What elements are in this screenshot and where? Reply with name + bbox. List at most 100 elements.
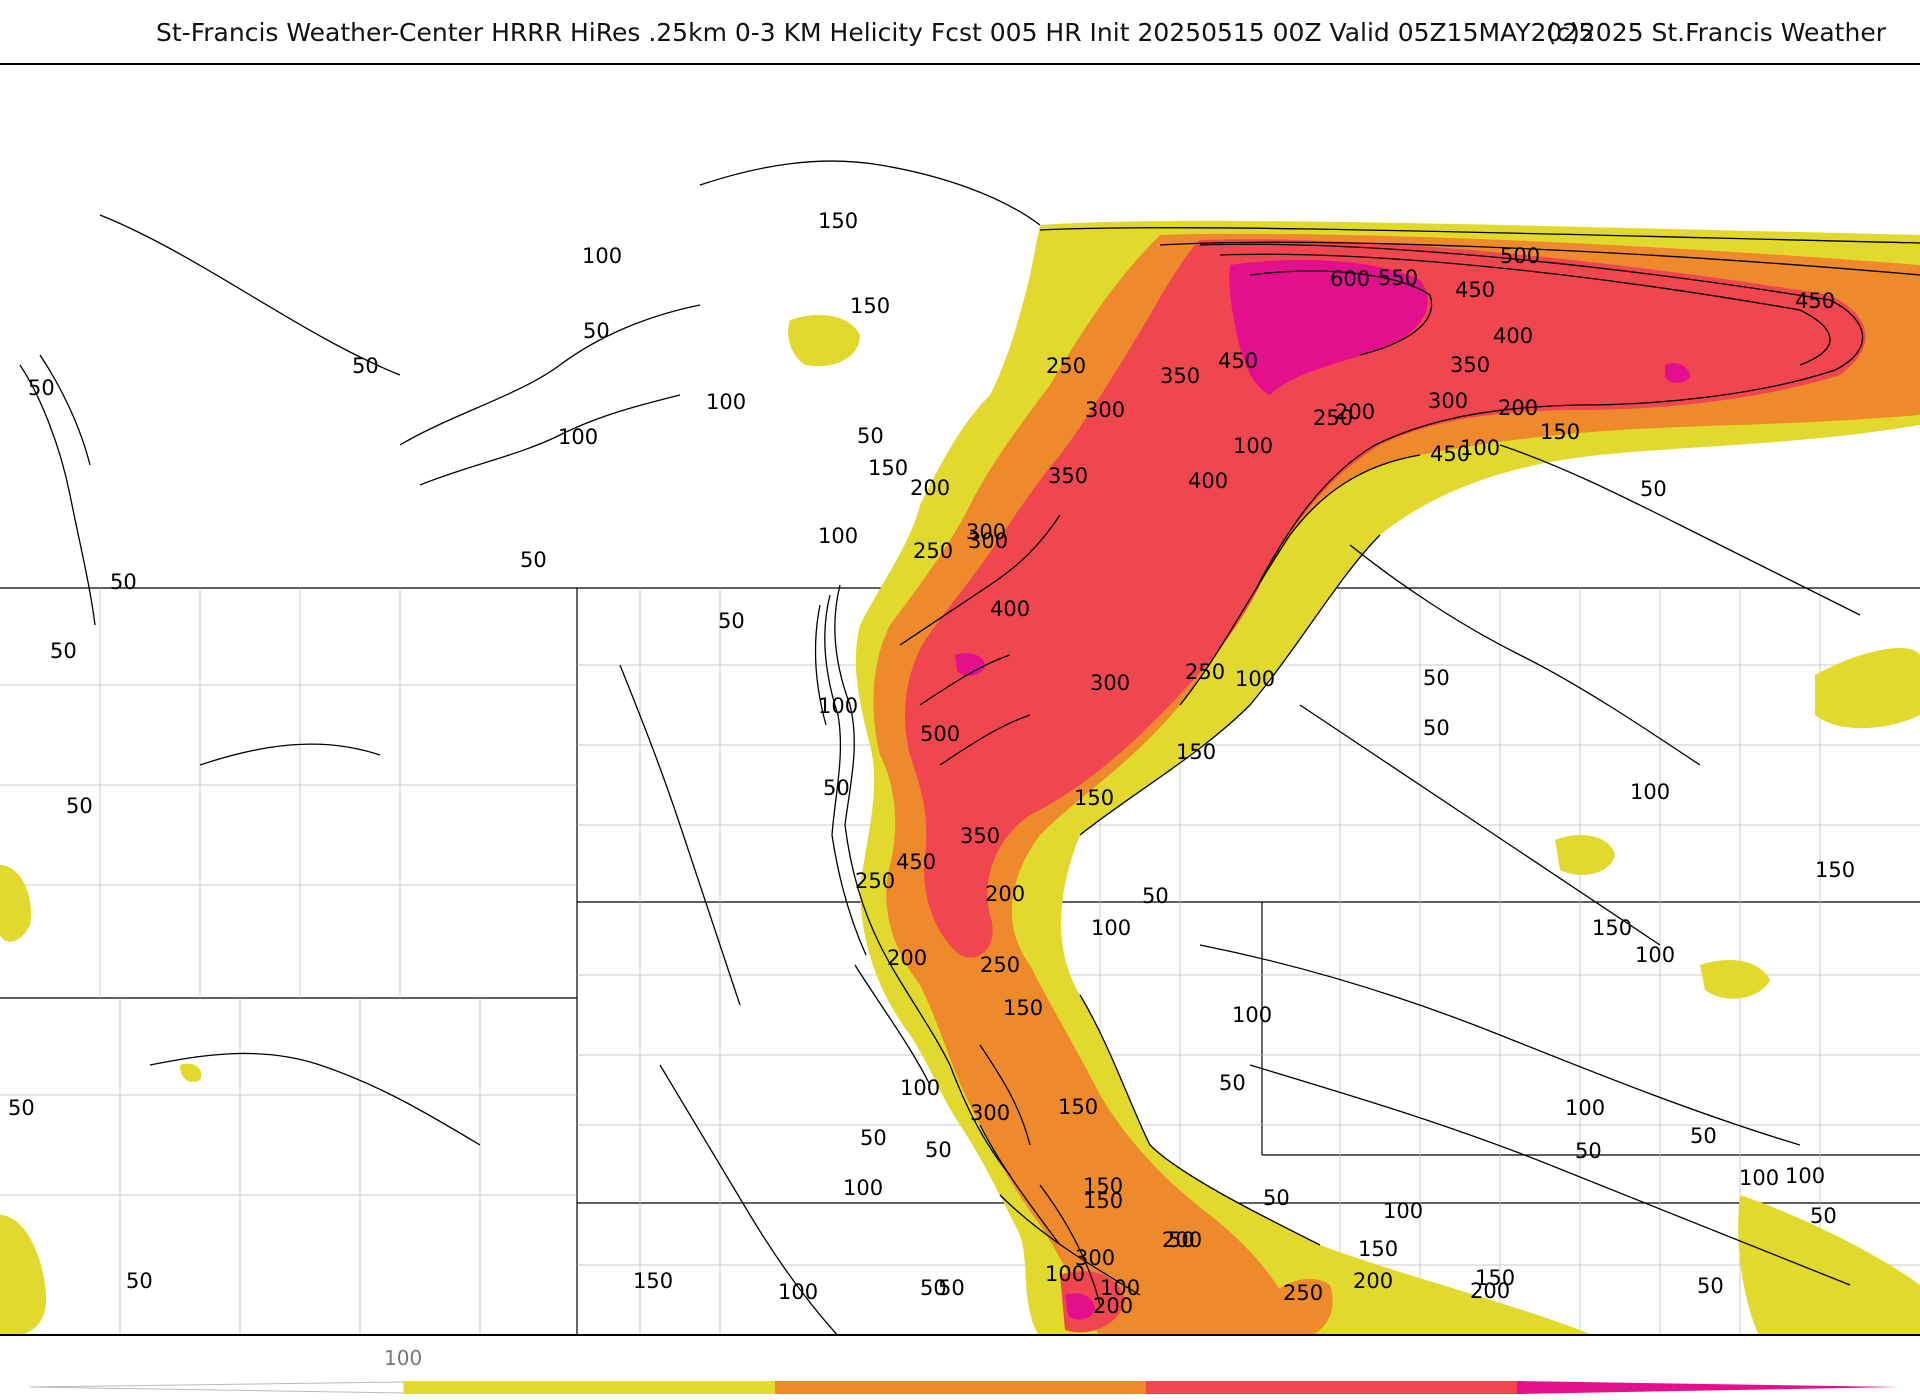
contour-label: 100 <box>582 244 622 268</box>
contour-label: 100 <box>558 425 598 449</box>
contour-label: 50 <box>925 1138 952 1162</box>
contour-label: 200 <box>1470 1279 1510 1303</box>
legend-bin-red <box>1146 1381 1517 1394</box>
contour-label: 50 <box>857 424 884 448</box>
shade-magenta <box>955 260 1690 1320</box>
contour-label: 100 <box>1383 1199 1423 1223</box>
contour-label: 100 <box>1785 1164 1825 1188</box>
contour-label: 250 <box>1046 354 1086 378</box>
contour-label: 50 <box>938 1276 965 1300</box>
contour-label: 100 <box>1630 780 1670 804</box>
contour-label: 250 <box>1283 1281 1323 1305</box>
contour-label: 300 <box>1428 389 1468 413</box>
contour-label: 150 <box>1475 1266 1515 1290</box>
contour-label: 150 <box>1592 916 1632 940</box>
contour-label: 400 <box>990 597 1030 621</box>
legend-bin-orange <box>775 1381 1146 1394</box>
contour-label: 50 <box>1263 1186 1290 1210</box>
contour-label: 150 <box>1003 996 1043 1020</box>
contour-label: 50 <box>1575 1139 1602 1163</box>
contour-label: 150 <box>818 209 858 233</box>
contour-label: 450 <box>896 850 936 874</box>
contour-label: 50 <box>1640 477 1667 501</box>
contour-label: 50 <box>1423 716 1450 740</box>
contour-label: 200 <box>1162 1228 1202 1252</box>
contour-label: 50 <box>50 639 77 663</box>
contour-label: 300 <box>1085 398 1125 422</box>
contour-label: 300 <box>968 529 1008 553</box>
contour-lines <box>19 160 1920 1334</box>
contour-label: 100 <box>843 1176 883 1200</box>
contour-label: 450 <box>1795 289 1835 313</box>
contour-label: 350 <box>960 824 1000 848</box>
contour-label: 50 <box>1168 1228 1195 1252</box>
contour-label: 50 <box>8 1096 35 1120</box>
contour-label: 50 <box>920 1276 947 1300</box>
contour-label: 50 <box>66 794 93 818</box>
contour-label: 100 <box>778 1280 818 1304</box>
contour-label: 200 <box>1093 1294 1133 1318</box>
contour-label: 100 <box>1635 943 1675 967</box>
contour-label: 50 <box>1690 1124 1717 1148</box>
contour-label: 250 <box>855 869 895 893</box>
contour-label: 100 <box>1460 436 1500 460</box>
contour-label: 450 <box>1218 349 1258 373</box>
contour-label: 150 <box>633 1269 673 1293</box>
contour-label: 50 <box>718 609 745 633</box>
legend-bin-yellow <box>404 1381 775 1394</box>
contour-label: 250 <box>980 953 1020 977</box>
contour-labels: 150 100 150 50 50 50 100 100 50 150 200 … <box>8 209 1855 1318</box>
contour-label: 150 <box>1074 786 1114 810</box>
contour-label: 250 <box>1185 660 1225 684</box>
contour-label: 150 <box>850 294 890 318</box>
contour-label: 50 <box>110 570 137 594</box>
contour-label: 100 <box>818 694 858 718</box>
contour-label: 200 <box>1335 400 1375 424</box>
contour-label: 200 <box>1498 396 1538 420</box>
legend-first-label: 100 <box>384 1346 423 1370</box>
contour-label: 100 <box>1045 1262 1085 1286</box>
contour-label: 100 <box>1565 1096 1605 1120</box>
contour-label: 600 <box>1330 267 1370 291</box>
contour-label: 100 <box>1739 1166 1779 1190</box>
contour-label: 250 <box>1313 406 1353 430</box>
contour-label: 50 <box>1810 1204 1837 1228</box>
helicity-map: 150 100 150 50 50 50 100 100 50 150 200 … <box>0 63 1920 1336</box>
contour-label: 300 <box>966 520 1006 544</box>
contour-label: 50 <box>860 1126 887 1150</box>
contour-label: 400 <box>1188 469 1228 493</box>
contour-label: 200 <box>910 476 950 500</box>
contour-label: 50 <box>1142 884 1169 908</box>
legend-lower-arrow <box>29 1381 405 1394</box>
contour-label: 50 <box>1219 1071 1246 1095</box>
contour-label: 350 <box>1450 353 1490 377</box>
contour-label: 150 <box>1058 1095 1098 1119</box>
contour-label: 100 <box>1100 1276 1140 1300</box>
contour-label: 300 <box>1075 1246 1115 1270</box>
contour-label: 450 <box>1430 442 1470 466</box>
contour-label: 50 <box>583 319 610 343</box>
contour-label: 150 <box>1083 1189 1123 1213</box>
contour-label: 150 <box>1358 1237 1398 1261</box>
contour-label: 100 <box>900 1076 940 1100</box>
contour-label: 100 <box>1235 667 1275 691</box>
contour-label: 200 <box>985 882 1025 906</box>
contour-label: 50 <box>352 354 379 378</box>
contour-label: 50 <box>1697 1274 1724 1298</box>
color-legend: 100 <box>0 1336 1920 1400</box>
contour-label: 150 <box>1540 420 1580 444</box>
contour-label: 200 <box>887 946 927 970</box>
map-canvas: 150 100 150 50 50 50 100 100 50 150 200 … <box>0 160 1920 1334</box>
contour-label: 50 <box>1423 666 1450 690</box>
contour-label: 50 <box>520 548 547 572</box>
contour-label: 200 <box>1353 1269 1393 1293</box>
contour-label: 50 <box>126 1269 153 1293</box>
contour-label: 100 <box>1233 434 1273 458</box>
contour-label: 300 <box>970 1101 1010 1125</box>
map-title: St-Francis Weather-Center HRRR HiRes .25… <box>0 14 1920 54</box>
contour-label: 50 <box>823 776 850 800</box>
title-text: St-Francis Weather-Center HRRR HiRes .25… <box>156 18 1595 47</box>
contour-label: 400 <box>1493 324 1533 348</box>
contour-label: 500 <box>1500 244 1540 268</box>
contour-label: 100 <box>1232 1003 1272 1027</box>
